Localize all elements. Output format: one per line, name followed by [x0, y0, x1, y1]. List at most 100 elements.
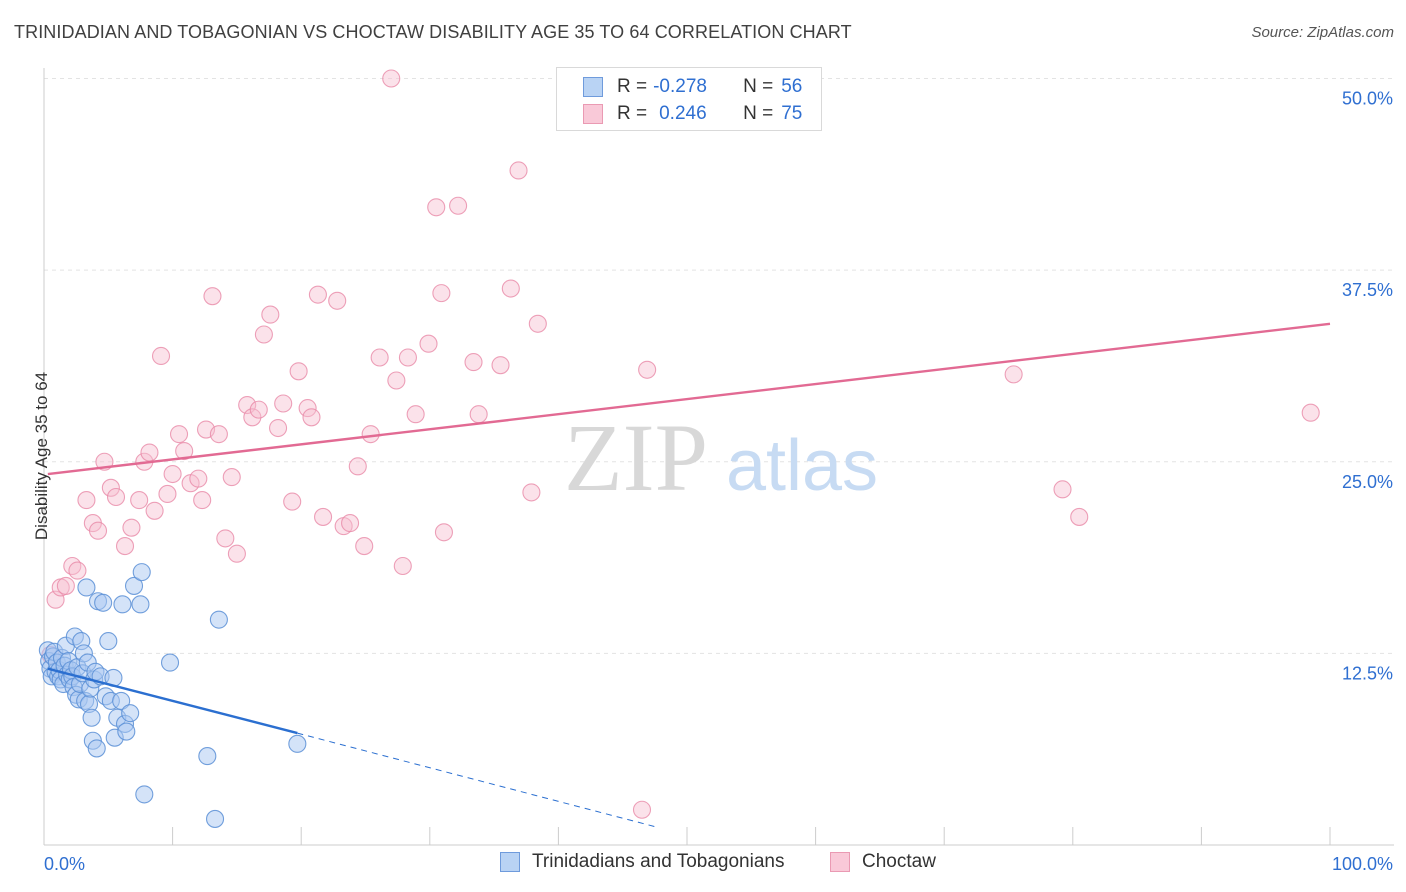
- trinidadian-point: [124, 576, 144, 595]
- series-legend-label: Choctaw: [862, 851, 936, 872]
- choctaw-point: [122, 518, 141, 537]
- trinidadian-point: [77, 578, 96, 597]
- x-tick-label: 0.0%: [44, 854, 85, 874]
- choctaw-point: [348, 457, 367, 476]
- trinidadian-point: [205, 809, 225, 828]
- trinidadian-point: [135, 785, 154, 804]
- y-tick-label: 37.5%: [1342, 280, 1393, 300]
- legend-swatch-pink: [583, 104, 603, 124]
- choctaw-point: [169, 425, 189, 444]
- choctaw-point: [56, 576, 75, 595]
- choctaw-point: [145, 501, 164, 520]
- axes-layer: [43, 68, 1394, 846]
- choctaw-point: [175, 441, 194, 461]
- choctaw-point: [261, 305, 280, 324]
- trinidadian-point: [288, 734, 307, 753]
- choctaw-point: [106, 487, 126, 507]
- choctaw-point: [1070, 507, 1089, 526]
- y-tick-label: 50.0%: [1342, 89, 1393, 109]
- trinidadian-point: [198, 747, 217, 766]
- choctaw-point: [522, 483, 541, 502]
- choctaw-point: [101, 478, 120, 497]
- choctaw-point: [283, 492, 302, 511]
- choctaw-point: [382, 69, 401, 88]
- choctaw-point: [193, 491, 212, 510]
- legend-row-trinidadian: R = -0.278 N = 56: [583, 75, 802, 99]
- legend-r-value: 0.246: [659, 103, 707, 124]
- trinidadian-trend-line: [47, 667, 298, 735]
- choctaw-trend-line: [47, 322, 1331, 476]
- choctaw-point: [1004, 365, 1023, 384]
- choctaw-point: [370, 348, 389, 367]
- choctaw-point: [254, 325, 273, 344]
- choctaw-point: [163, 464, 182, 484]
- series-swatch-pink: [830, 852, 850, 872]
- choctaw-point: [216, 529, 235, 548]
- x-tick-label: 100.0%: [1332, 854, 1393, 874]
- choctaw-point: [130, 491, 149, 510]
- choctaw-point: [387, 371, 406, 390]
- trinidadian-point: [131, 595, 150, 614]
- trinidadian-point: [82, 708, 101, 727]
- choctaw-point: [115, 537, 135, 556]
- choctaw-point: [308, 285, 327, 304]
- choctaw-point: [140, 443, 159, 462]
- choctaw-point: [77, 491, 96, 510]
- trinidadian-point: [113, 595, 132, 614]
- chart-title: TRINIDADIAN AND TOBAGONIAN VS CHOCTAW DI…: [14, 22, 852, 42]
- choctaw-point: [427, 198, 446, 217]
- legend-n-value: 56: [781, 76, 803, 97]
- choctaw-point: [398, 348, 417, 367]
- trinidadian-trend-extension: [297, 732, 655, 828]
- y-axis-label: Disability Age 35 to 64: [32, 371, 51, 541]
- choctaw-point: [249, 400, 268, 419]
- tick-labels: 12.5% 25.0% 37.5% 50.0% 0.0% 100.0%: [44, 89, 1393, 875]
- choctaw-point: [227, 544, 246, 563]
- choctaw-point: [88, 521, 108, 540]
- choctaw-point: [222, 468, 241, 487]
- legend-n-value: 75: [781, 103, 803, 124]
- y-tick-label: 12.5%: [1342, 663, 1393, 683]
- choctaw-point: [298, 399, 317, 418]
- choctaw-point: [158, 484, 177, 503]
- watermark-zip: ZIP: [564, 404, 708, 511]
- legend-n-label: N =: [743, 76, 774, 97]
- legend-swatch-blue: [583, 77, 603, 97]
- trinidadian-point: [121, 704, 140, 723]
- choctaw-point: [361, 425, 380, 444]
- trinidadian-point: [94, 593, 113, 612]
- choctaw-point: [406, 405, 425, 424]
- trinidadian-point: [117, 722, 136, 741]
- choctaw-point: [638, 360, 657, 379]
- correlation-legend: R = -0.278 N = 56 R = 0.246 N = 75: [556, 67, 822, 131]
- legend-n-label: N =: [743, 103, 774, 124]
- choctaw-point: [341, 514, 360, 533]
- y-tick-label: 25.0%: [1342, 472, 1393, 492]
- choctaw-point: [491, 356, 510, 375]
- series-legend-choctaw: Choctaw: [830, 851, 936, 873]
- choctaw-point: [449, 196, 468, 215]
- trinidadian-point: [132, 563, 151, 582]
- choctaw-point: [68, 561, 87, 580]
- legend-r-label: R =: [617, 76, 648, 97]
- choctaw-point: [302, 408, 321, 427]
- series-legend-trinidadian: Trinidadians and Tobagonians: [500, 851, 784, 873]
- choctaw-point: [1053, 480, 1072, 499]
- choctaw-point: [464, 353, 483, 372]
- watermark: ZIP atlas: [564, 404, 878, 511]
- choctaw-point: [209, 425, 228, 444]
- choctaw-point: [355, 537, 374, 556]
- choctaw-point: [243, 408, 262, 427]
- choctaw-point: [632, 800, 652, 819]
- choctaw-point: [314, 507, 333, 526]
- grid-layer: [44, 78, 1394, 654]
- trinidadian-point: [209, 610, 228, 629]
- series-legend: Trinidadians and Tobagonians Choctaw: [0, 851, 1406, 877]
- choctaw-point: [189, 469, 208, 488]
- legend-r-label: R =: [617, 103, 648, 124]
- choctaw-point: [528, 314, 547, 333]
- choctaw-point: [269, 418, 288, 438]
- choctaw-point: [509, 161, 528, 180]
- choctaw-point: [289, 362, 308, 381]
- choctaw-point: [274, 394, 293, 413]
